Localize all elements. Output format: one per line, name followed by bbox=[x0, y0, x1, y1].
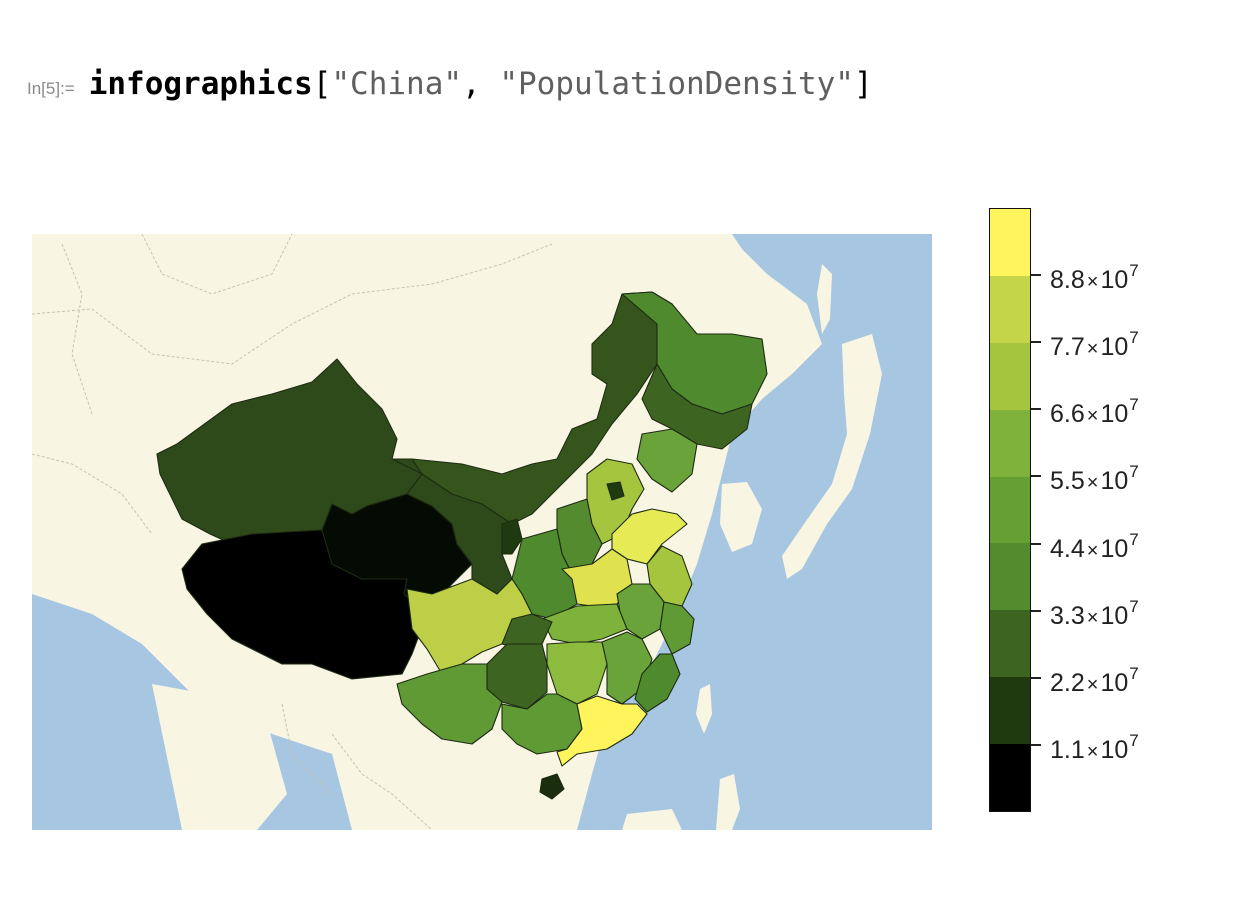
borneo-edge bbox=[622, 809, 682, 830]
legend-tick-mark bbox=[1031, 274, 1041, 277]
legend-swatch bbox=[990, 275, 1030, 343]
legend-tick-label: 7.7 ×107 bbox=[1050, 328, 1139, 362]
legend-tick-mark bbox=[1031, 609, 1041, 612]
japan bbox=[782, 334, 882, 579]
legend-tick-label: 3.3 ×107 bbox=[1050, 596, 1139, 630]
legend-tick-label: 5.5 ×107 bbox=[1050, 462, 1139, 496]
legend-swatch bbox=[990, 409, 1030, 477]
province-hunan bbox=[546, 641, 608, 705]
legend-swatch bbox=[990, 209, 1030, 276]
legend-swatch bbox=[990, 543, 1030, 611]
notebook-input-cell[interactable]: In[5]:= infographics["China", "Populatio… bbox=[27, 66, 873, 110]
province-zhejiang bbox=[659, 601, 695, 655]
legend-swatch bbox=[990, 342, 1030, 410]
province-hubei bbox=[541, 603, 628, 645]
close-bracket: ] bbox=[853, 66, 873, 102]
legend-tick-mark bbox=[1031, 676, 1041, 679]
legend-tick-mark bbox=[1031, 341, 1041, 344]
legend-tick-label: 6.6 ×107 bbox=[1050, 395, 1139, 429]
legend-tick-mark bbox=[1031, 475, 1041, 478]
legend-color-bar bbox=[989, 208, 1031, 812]
argument-property: "PopulationDensity" bbox=[499, 66, 854, 102]
legend-tick-label: 4.4 ×107 bbox=[1050, 529, 1139, 563]
open-bracket: [ bbox=[312, 66, 332, 102]
legend-tick-label: 2.2 ×107 bbox=[1050, 663, 1139, 697]
province-fujian bbox=[634, 653, 681, 713]
country-borders bbox=[32, 234, 553, 830]
china-provinces bbox=[156, 291, 768, 800]
code-input[interactable]: infographics["China", "PopulationDensity… bbox=[89, 66, 873, 102]
legend-swatch bbox=[990, 610, 1030, 678]
province-guangdong bbox=[556, 695, 648, 767]
map-graphic bbox=[32, 234, 932, 830]
legend-tick-mark bbox=[1031, 408, 1041, 411]
province-hainan bbox=[539, 773, 565, 800]
province-beijing bbox=[606, 481, 625, 501]
philippines bbox=[716, 774, 740, 830]
function-name: infographics bbox=[88, 66, 313, 102]
province-jilin bbox=[641, 363, 753, 450]
province-yunnan bbox=[396, 663, 503, 745]
india-peninsula bbox=[152, 684, 287, 830]
province-ningxia bbox=[501, 518, 523, 555]
sakhalin bbox=[817, 264, 832, 334]
input-label: In[5]:= bbox=[27, 79, 75, 98]
legend-swatch bbox=[990, 476, 1030, 544]
argument-country: "China" bbox=[331, 66, 463, 102]
legend-tick-label: 8.8 ×107 bbox=[1050, 261, 1139, 295]
province-liaoning bbox=[636, 428, 698, 493]
legend-swatch bbox=[990, 744, 1030, 812]
legend-tick-mark bbox=[1031, 743, 1041, 746]
legend-swatch bbox=[990, 677, 1030, 745]
korea bbox=[720, 482, 762, 552]
taiwan bbox=[696, 684, 712, 734]
argument-separator: , bbox=[462, 66, 500, 102]
legend-tick-mark bbox=[1031, 542, 1041, 545]
legend-tick-label: 1.1 ×107 bbox=[1050, 730, 1139, 764]
